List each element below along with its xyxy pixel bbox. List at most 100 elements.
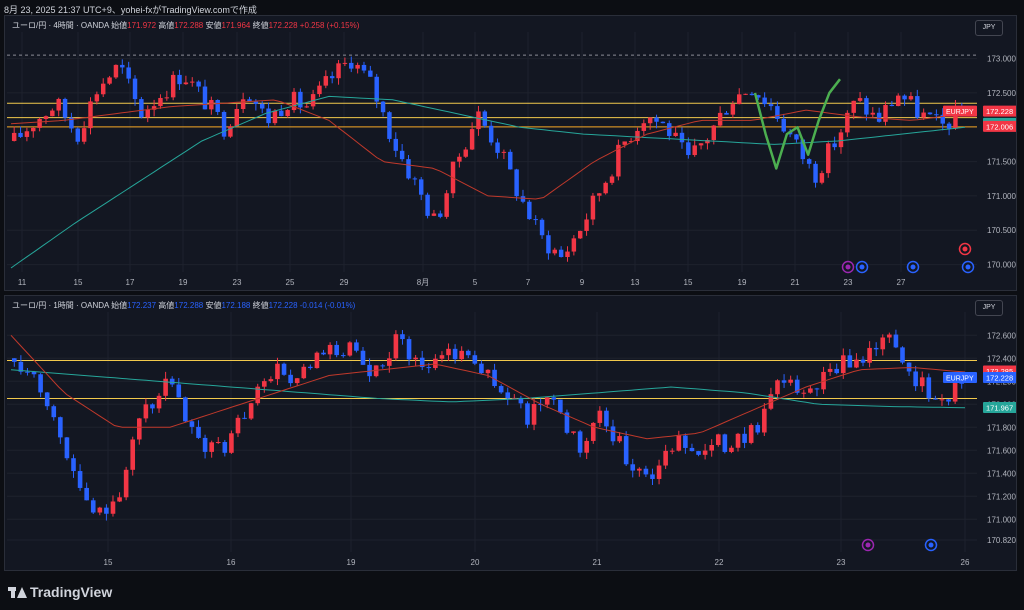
candle-body (715, 434, 721, 445)
candle-body (702, 450, 708, 455)
candle-body (736, 94, 742, 105)
legend-low: 171.964 (221, 21, 251, 30)
chart-panel-1h[interactable]: 172.600172.400172.200172.000171.800171.6… (4, 295, 1017, 571)
candle-body (864, 98, 869, 115)
moving-average-slow (10, 95, 966, 269)
candle-body (893, 334, 899, 348)
candle-body (654, 117, 659, 122)
candle-body (900, 347, 905, 363)
candle-body (183, 397, 188, 422)
candle-body (735, 433, 741, 448)
candle-body (209, 442, 214, 452)
candle-body (71, 458, 76, 472)
candle-body (88, 101, 93, 129)
candle-body (845, 112, 850, 133)
candle-body (190, 81, 195, 83)
candle-body (412, 178, 418, 180)
legend-high: 172.288 (174, 301, 204, 310)
candle-body (136, 418, 142, 440)
candle-body (81, 128, 87, 142)
candle-body (628, 141, 634, 143)
candle-body (940, 114, 945, 124)
candle-body (669, 450, 675, 452)
moving-average-fast (10, 334, 966, 440)
candle-body (794, 379, 800, 393)
candle-body (266, 108, 271, 124)
candle-body (143, 404, 149, 419)
time-tick-label: 15 (104, 558, 113, 567)
candle-body (308, 366, 313, 369)
currency-button[interactable]: JPY (975, 20, 1003, 36)
legend-high: 172.288 (174, 21, 204, 30)
candle-body (202, 86, 208, 110)
chart-canvas-1h[interactable]: 172.600172.400172.200172.000171.800171.6… (5, 296, 1017, 571)
legend-close-label: 終値 (252, 21, 269, 30)
legend-low-label: 安値 (205, 21, 222, 30)
candle-body (813, 163, 818, 183)
price-label-bg (983, 120, 1016, 132)
candle-body (463, 149, 468, 157)
candle-body (748, 425, 754, 443)
candle-body (400, 334, 405, 340)
chart-header-timestamp: 8月 23, 2025 21:37 UTC+9、yohei-fxがTrading… (4, 5, 257, 15)
price-tick-label: 172.600 (987, 331, 1016, 340)
candle-body (452, 348, 458, 360)
candle-body (533, 219, 538, 221)
moving-average-slow (10, 369, 966, 409)
candle-body (781, 380, 787, 383)
chart-canvas-4h[interactable]: 173.000172.500172.000171.500171.000170.5… (5, 16, 1017, 291)
legend-open: 171.972 (127, 21, 157, 30)
chart-panel-4h[interactable]: 173.000172.500172.000171.500171.000170.5… (4, 15, 1017, 291)
candle-body (387, 112, 392, 139)
candle-body (927, 112, 933, 115)
candle-body (130, 439, 136, 470)
currency-button[interactable]: JPY (975, 300, 1003, 316)
legend-close: 172.228 (268, 301, 298, 310)
candle-body (281, 363, 287, 375)
candle-body (729, 447, 734, 452)
candle-body (262, 381, 267, 387)
candle-body (354, 342, 359, 351)
price-label: 171.967 (986, 404, 1013, 413)
tradingview-brand: TradingView (30, 584, 113, 600)
candle-body (902, 95, 907, 100)
event-icon-dot (845, 264, 851, 270)
price-tick-label: 170.000 (987, 261, 1016, 270)
candle-body (347, 342, 353, 356)
candle-body (340, 355, 346, 357)
price-label: 172.285 (986, 367, 1013, 376)
candle-body (189, 421, 195, 427)
candle-body (37, 118, 42, 128)
price-label: 172.228 (986, 107, 1013, 116)
candle-body (527, 201, 532, 220)
candle-body (431, 213, 437, 216)
candle-body (439, 355, 445, 359)
candle-body (18, 132, 23, 137)
candle-body (558, 249, 564, 258)
candle-body (97, 507, 103, 513)
candle-body (781, 118, 786, 132)
time-tick-label: 29 (340, 278, 349, 287)
candle-body (775, 380, 780, 395)
tradingview-logo[interactable]: TradingView (8, 584, 112, 600)
candle-body (113, 64, 119, 78)
time-tick-label: 27 (897, 278, 906, 287)
time-tick-label: 19 (179, 278, 188, 287)
candle-body (485, 369, 491, 374)
candle-body (692, 145, 697, 156)
candle-body (38, 374, 43, 393)
candle-body (492, 369, 497, 387)
candle-body (100, 83, 106, 95)
candle-body (756, 95, 761, 98)
candle-body (43, 116, 49, 119)
candle-body (488, 125, 494, 143)
candle-body (683, 435, 688, 448)
candle-body (873, 347, 879, 350)
candle-body (285, 110, 290, 117)
candle-body (58, 417, 63, 438)
time-tick-label: 23 (844, 278, 853, 287)
candle-body (151, 106, 157, 110)
candle-body (857, 98, 863, 101)
candle-body (69, 117, 74, 129)
candle-body (663, 450, 668, 466)
